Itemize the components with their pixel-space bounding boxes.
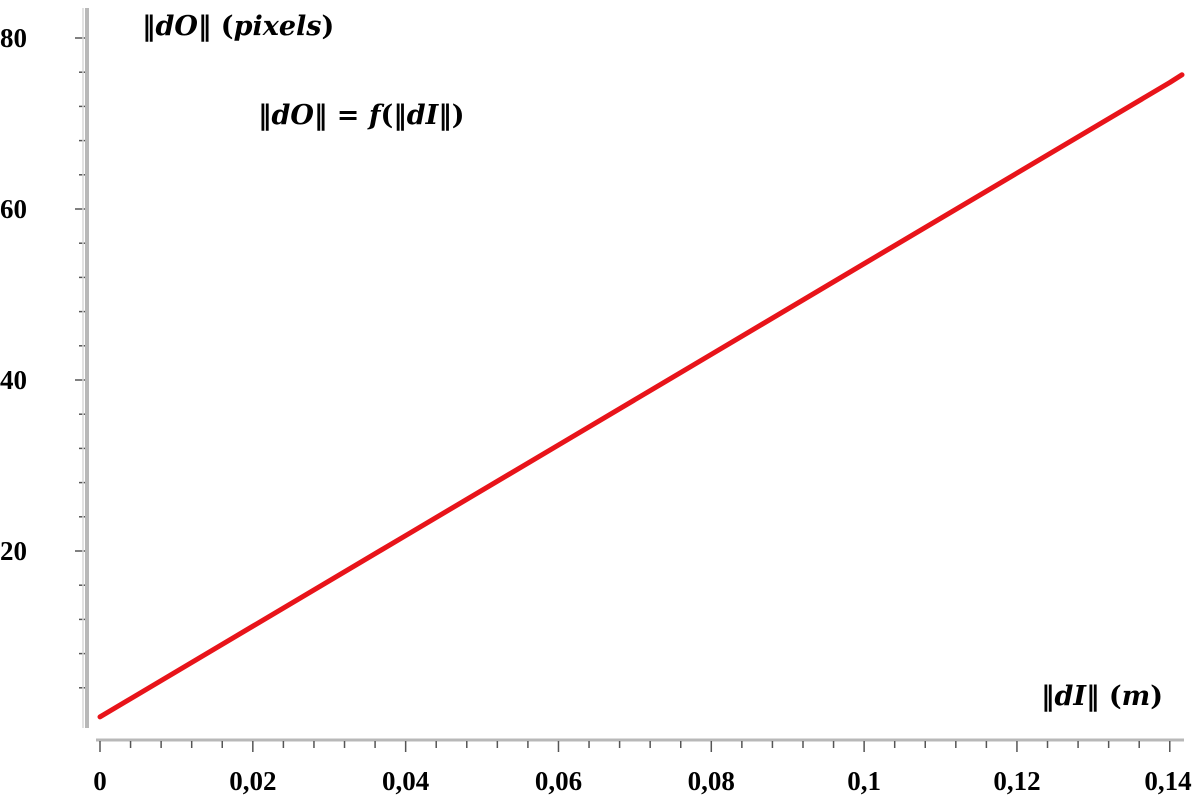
y-tick-label: 60: [0, 194, 27, 224]
x-tick-label: 0: [93, 766, 107, 796]
y-tick-label: 20: [0, 536, 27, 566]
x-ticks: [99, 741, 1171, 752]
series-group: [97, 72, 1185, 720]
x-tick-label: 0,04: [382, 766, 429, 796]
y-tick-label: 40: [0, 365, 27, 395]
x-tick-label: 0,14: [1144, 766, 1191, 796]
x-axis-label: ‖dI‖ (m): [1041, 681, 1163, 712]
x-tick-label: 0,02: [229, 766, 276, 796]
series-line-0: [97, 72, 1185, 720]
function-annotation: ‖dO‖ = f(‖dI‖): [258, 100, 465, 131]
y-tick-labels: 20 40 60 80: [0, 23, 27, 566]
x-tick-label: 0,06: [535, 766, 582, 796]
x-tick-label: 0,08: [688, 766, 735, 796]
y-tick-label: 80: [0, 23, 27, 53]
x-tick-label: 0,1: [847, 766, 881, 796]
x-tick-labels: 0 0,02 0,04 0,06 0,08 0,1 0,12 0,14: [93, 766, 1191, 796]
x-axis: 0 0,02 0,04 0,06 0,08 0,1 0,12 0,14: [93, 738, 1192, 796]
y-axis-label: ‖dO‖ (pixels): [142, 11, 334, 42]
x-tick-label: 0,12: [993, 766, 1040, 796]
y-axis: 20 40 60 80: [0, 8, 89, 728]
